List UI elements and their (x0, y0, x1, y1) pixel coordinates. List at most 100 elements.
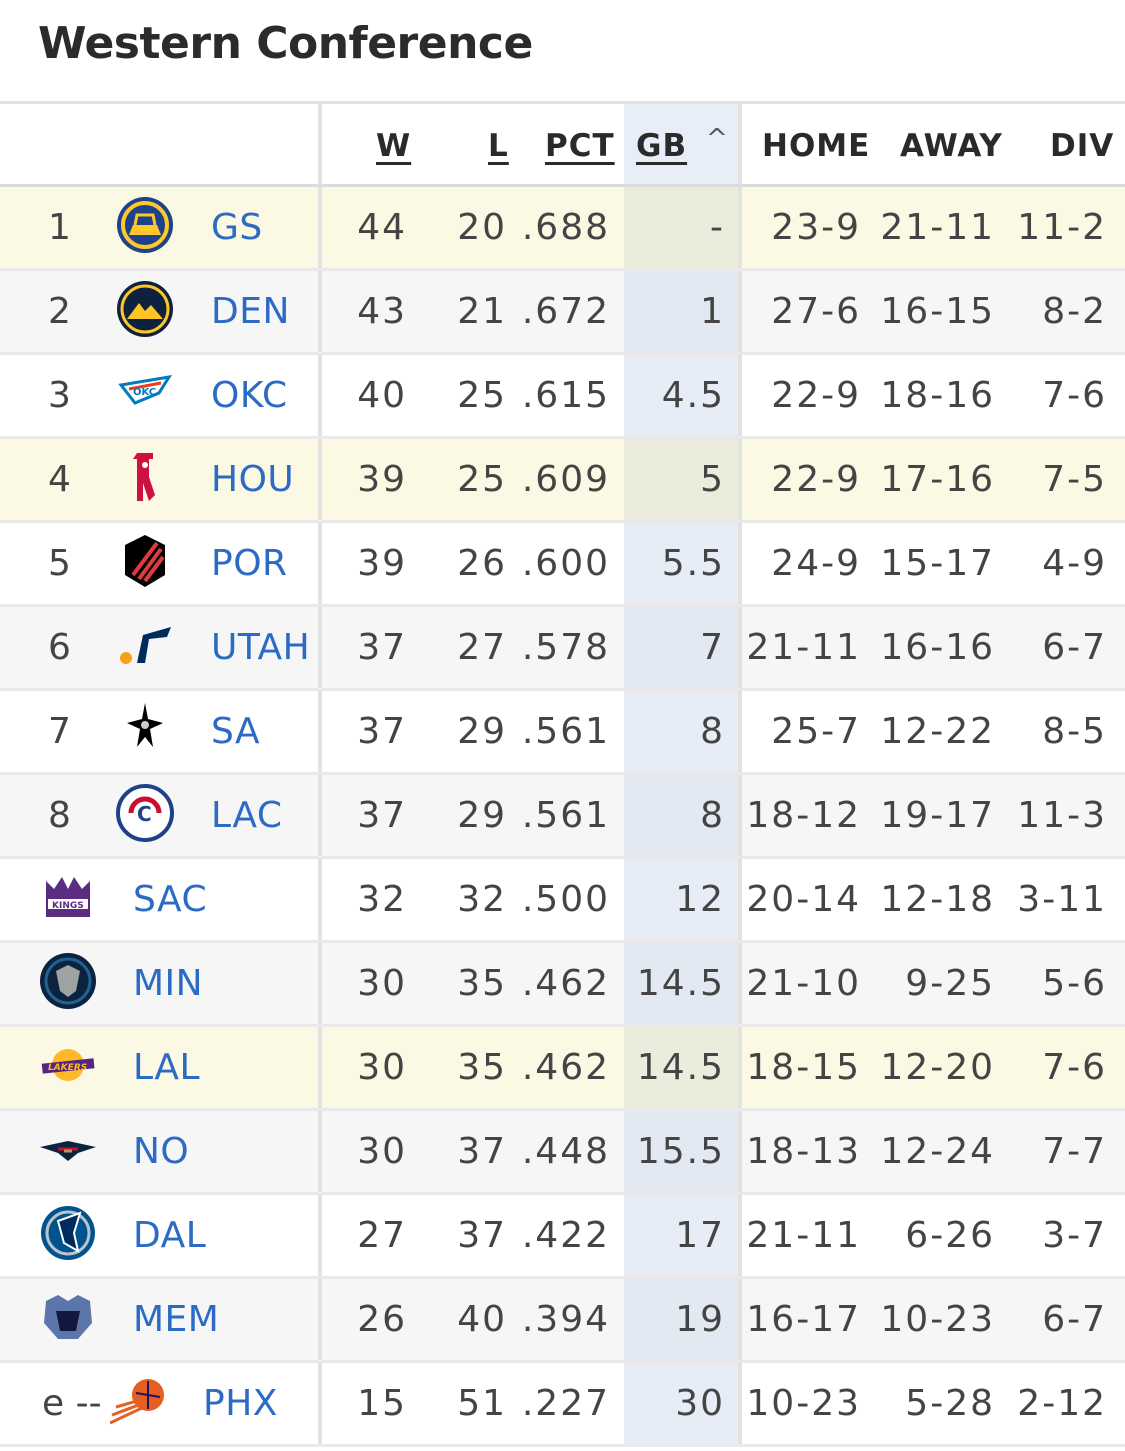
divider (318, 943, 322, 1024)
header-l[interactable]: L (488, 128, 509, 164)
divider (318, 859, 322, 940)
home-record-cell: 22-9 (771, 375, 861, 416)
wins-cell: 44 (357, 207, 407, 248)
away-record-cell: 12-18 (880, 879, 995, 920)
rank-cell: 3 (48, 375, 71, 416)
away-record-cell: 17-16 (880, 459, 995, 500)
team-link[interactable]: GS (211, 207, 263, 248)
table-row[interactable]: LAKERS LAL 30 35 .462 14.5 18-15 12-20 7-6 (0, 1027, 1125, 1111)
team-link[interactable]: UTAH (211, 627, 311, 668)
rank-cell: 1 (48, 207, 71, 248)
table-row[interactable]: 5 POR 39 26 .600 5.5 24-9 15-17 4-9 (0, 523, 1125, 607)
gb-column-highlight (624, 607, 738, 688)
pct-cell: .672 (521, 291, 610, 332)
team-link[interactable]: SA (211, 711, 261, 752)
losses-cell: 25 (457, 375, 507, 416)
team-link[interactable]: LAL (133, 1047, 201, 1088)
pct-cell: .615 (521, 375, 610, 416)
table-row[interactable]: MIN 30 35 .462 14.5 21-10 9-25 5-6 (0, 943, 1125, 1027)
kings-logo[interactable]: KINGS (38, 867, 98, 927)
team-link[interactable]: DEN (211, 291, 290, 332)
home-record-cell: 18-15 (746, 1047, 861, 1088)
team-link[interactable]: NO (133, 1131, 190, 1172)
divider (318, 1027, 322, 1108)
home-record-cell: 18-12 (746, 795, 861, 836)
team-link[interactable]: OKC (211, 375, 288, 416)
losses-cell: 29 (457, 711, 507, 752)
table-row[interactable]: NO 30 37 .448 15.5 18-13 12-24 7-7 (0, 1111, 1125, 1195)
mavericks-logo[interactable] (38, 1203, 98, 1263)
div-record-cell: 3-11 (1017, 879, 1107, 920)
home-record-cell: 21-11 (746, 627, 861, 668)
pelicans-logo[interactable] (38, 1119, 98, 1179)
suns-logo[interactable] (109, 1371, 170, 1431)
gb-column-highlight (624, 187, 738, 268)
home-record-cell: 21-10 (746, 963, 861, 1004)
header-gb[interactable]: GB (636, 128, 688, 164)
table-row[interactable]: 3 OKC OKC 40 25 .615 4.5 22-9 18-16 7-6 (0, 355, 1125, 439)
table-row[interactable]: 6 UTAH 37 27 .578 7 21-11 16-16 6-7 (0, 607, 1125, 691)
pct-cell: .462 (521, 963, 610, 1004)
gb-column-highlight (624, 1279, 738, 1360)
header-pct[interactable]: PCT (545, 128, 615, 164)
away-record-cell: 12-22 (880, 711, 995, 752)
gb-cell: 5 (700, 459, 725, 500)
wins-cell: 30 (357, 1131, 407, 1172)
div-record-cell: 6-7 (1042, 1299, 1107, 1340)
gb-cell: 14.5 (636, 1047, 725, 1088)
clippers-logo[interactable]: C (115, 783, 175, 843)
team-link[interactable]: PHX (203, 1383, 278, 1424)
table-row[interactable]: 4 HOU 39 25 .609 5 22-9 17-16 7-5 (0, 439, 1125, 523)
div-record-cell: 4-9 (1042, 543, 1107, 584)
table-row[interactable]: 8 C LAC 37 29 .561 8 18-12 19-17 11-3 (0, 775, 1125, 859)
divider (318, 439, 322, 520)
gb-cell: 15.5 (636, 1131, 725, 1172)
rockets-logo[interactable] (115, 447, 175, 507)
divider (738, 775, 742, 856)
away-record-cell: 6-26 (905, 1215, 995, 1256)
pct-cell: .609 (521, 459, 610, 500)
team-link[interactable]: MEM (133, 1299, 220, 1340)
team-link[interactable]: HOU (211, 459, 295, 500)
divider (318, 271, 322, 352)
warriors-logo[interactable] (115, 195, 175, 255)
divider (318, 104, 322, 184)
gb-cell: 7 (700, 627, 725, 668)
wins-cell: 37 (357, 795, 407, 836)
team-link[interactable]: MIN (133, 963, 204, 1004)
team-link[interactable]: POR (211, 543, 288, 584)
rank-cell: 8 (48, 795, 71, 836)
home-record-cell: 23-9 (771, 207, 861, 248)
header-w[interactable]: W (376, 128, 412, 164)
sort-ascending-icon[interactable]: ^ (706, 124, 728, 154)
table-row[interactable]: 7 SA 37 29 .561 8 25-7 12-22 8-5 (0, 691, 1125, 775)
pct-cell: .561 (521, 711, 610, 752)
spurs-logo[interactable] (115, 699, 175, 759)
team-link[interactable]: SAC (133, 879, 208, 920)
table-row[interactable]: KINGS SAC 32 32 .500 12 20-14 12-18 3-11 (0, 859, 1125, 943)
away-record-cell: 9-25 (905, 963, 995, 1004)
table-row[interactable]: e -- PHX 15 51 .227 30 10-23 5-28 2-12 (0, 1363, 1125, 1447)
timberwolves-logo[interactable] (38, 951, 98, 1011)
table-row[interactable]: 1 GS 44 20 .688 - 23-9 21-11 11-2 (0, 187, 1125, 271)
pct-cell: .422 (521, 1215, 610, 1256)
grizzlies-logo[interactable] (38, 1287, 98, 1347)
div-record-cell: 7-6 (1042, 375, 1107, 416)
team-link[interactable]: DAL (133, 1215, 207, 1256)
divider (318, 355, 322, 436)
jazz-logo[interactable] (115, 615, 175, 675)
gb-cell: 19 (675, 1299, 725, 1340)
table-row[interactable]: 2 DEN 43 21 .672 1 27-6 16-15 8-2 (0, 271, 1125, 355)
lakers-logo[interactable]: LAKERS (38, 1035, 98, 1095)
div-record-cell: 8-5 (1042, 711, 1107, 752)
thunder-logo[interactable]: OKC (115, 363, 175, 423)
header-div: DIV (1050, 128, 1115, 164)
pct-cell: .448 (521, 1131, 610, 1172)
table-row[interactable]: MEM 26 40 .394 19 16-17 10-23 6-7 (0, 1279, 1125, 1363)
blazers-logo[interactable] (115, 531, 175, 591)
table-row[interactable]: DAL 27 37 .422 17 21-11 6-26 3-7 (0, 1195, 1125, 1279)
team-link[interactable]: LAC (211, 795, 283, 836)
home-record-cell: 22-9 (771, 459, 861, 500)
divider (738, 1363, 742, 1444)
nuggets-logo[interactable] (115, 279, 175, 339)
